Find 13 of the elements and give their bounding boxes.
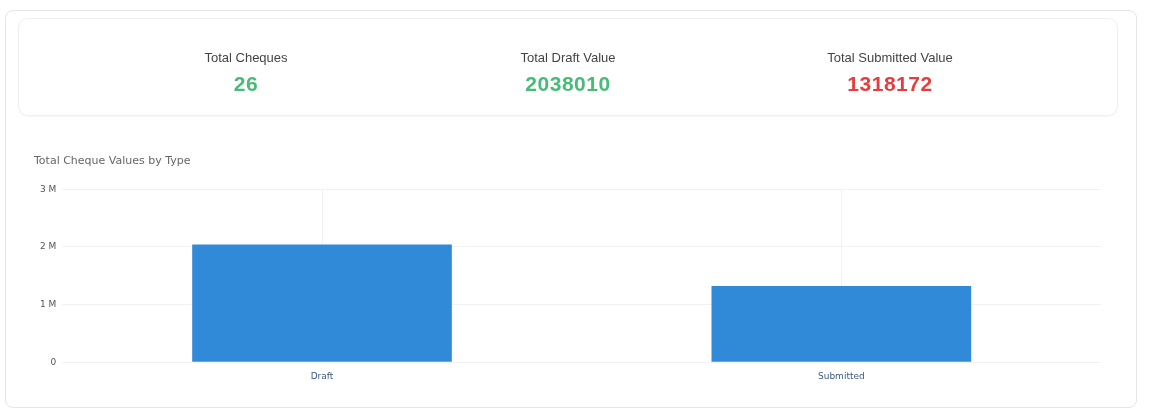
data-label: 2038010	[525, 72, 611, 96]
chart-title: Total Cheque Values by Type	[33, 154, 191, 168]
y-tick-label: 3 M	[39, 183, 57, 194]
x-tick-label: Draft	[310, 370, 334, 381]
category-label: Total Submitted Value	[827, 50, 953, 66]
y-tick-label: 2 M	[39, 241, 57, 252]
category-label: Total Cheques	[204, 50, 288, 66]
x-tick-label: Submitted	[817, 370, 865, 381]
data-label: 26	[233, 72, 259, 96]
data-label: 1318172	[847, 72, 933, 96]
category-label: Total Draft Value	[520, 50, 616, 66]
y-tick-label: 0	[50, 356, 57, 367]
y-tick-label: 1 M	[39, 298, 57, 309]
